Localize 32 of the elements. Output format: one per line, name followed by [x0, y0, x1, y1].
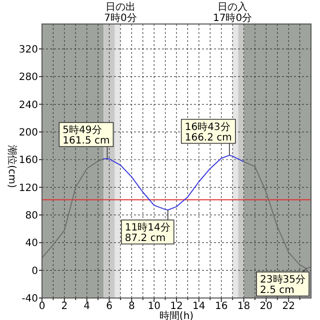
line-series	[243, 161, 312, 270]
annotation: 5時49分 161.5 cm	[62, 124, 110, 147]
y-tick-label: 120	[18, 182, 38, 194]
y-tick-label: 240	[18, 100, 38, 111]
x-tick-label: 22	[282, 301, 295, 312]
x-tick-label: 20	[260, 301, 273, 312]
text: 日の出 7時0分	[104, 1, 137, 24]
x-tick-label: 18	[237, 301, 250, 312]
x-tick-label: 16	[214, 301, 228, 312]
x-tick-label: 4	[84, 301, 90, 312]
y-tick-label: 320	[18, 44, 38, 56]
x-tick-label: 10	[148, 301, 160, 312]
line-series	[42, 158, 104, 258]
x-tick-label: 2	[61, 301, 68, 312]
y-tick-label: -40	[22, 294, 38, 304]
x-tick-label: 8	[128, 301, 135, 312]
x-tick-label: 12	[170, 301, 183, 312]
y-tick-label: 160	[18, 155, 38, 166]
line-series	[103, 154, 244, 210]
annotation: 16時43分 166.2 cm	[184, 120, 232, 144]
y-tick-label: 200	[18, 127, 38, 138]
annotation: 11時14分 87.2 cm	[124, 221, 170, 244]
x-tick-label: 6	[106, 301, 112, 312]
text: 日の入 17時0分	[212, 1, 252, 24]
y-tick-label: 0	[32, 266, 38, 277]
y-tick-label: 40	[25, 238, 38, 250]
x-tick-label: 14	[192, 301, 206, 312]
x-tick-label: 0	[38, 301, 46, 312]
y-axis-title: 潮位(cm)	[6, 145, 18, 188]
annotation: 23時35分 2.5 cm	[260, 274, 306, 296]
y-tick-label: 280	[18, 72, 38, 84]
y-tick-label: 80	[25, 210, 38, 222]
